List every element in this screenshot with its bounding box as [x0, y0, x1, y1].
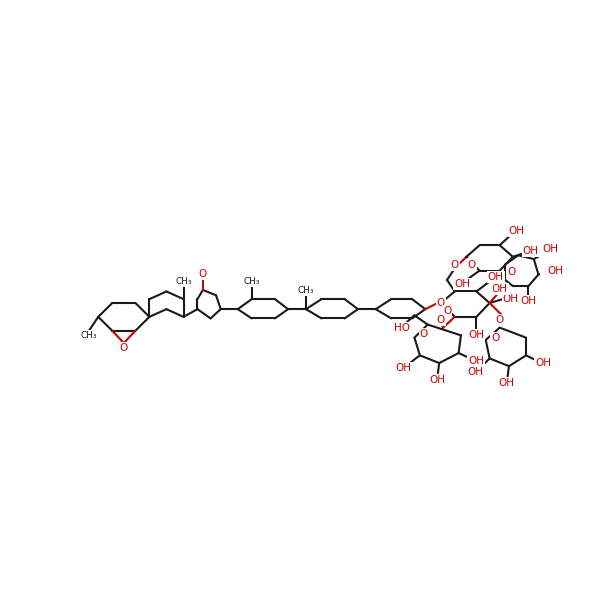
Text: OH: OH: [395, 364, 412, 373]
Text: OH: OH: [455, 279, 470, 289]
Text: O: O: [199, 269, 207, 279]
Text: OH: OH: [535, 358, 551, 368]
Text: O: O: [419, 329, 428, 339]
Text: OH: OH: [469, 331, 484, 340]
Text: OH: OH: [503, 294, 518, 304]
Text: O: O: [437, 315, 445, 325]
Text: HO: HO: [394, 323, 410, 332]
Text: OH: OH: [520, 296, 536, 307]
Text: O: O: [491, 332, 499, 343]
Text: O: O: [443, 306, 451, 316]
Text: OH: OH: [430, 375, 446, 385]
Text: OH: OH: [548, 266, 563, 275]
Text: OH: OH: [492, 284, 508, 294]
Text: OH: OH: [498, 378, 514, 388]
Text: O: O: [507, 267, 515, 277]
Text: OH: OH: [509, 226, 525, 236]
Text: OH: OH: [469, 356, 484, 366]
Text: OH: OH: [467, 367, 483, 377]
Text: O: O: [451, 259, 459, 269]
Text: CH₃: CH₃: [175, 277, 192, 286]
Text: O: O: [467, 259, 476, 269]
Text: O: O: [120, 343, 128, 353]
Text: OH: OH: [488, 272, 504, 282]
Text: O: O: [496, 315, 504, 325]
Text: OH: OH: [543, 244, 559, 254]
Text: OH: OH: [523, 245, 539, 256]
Text: CH₃: CH₃: [298, 286, 314, 295]
Text: CH₃: CH₃: [244, 277, 260, 286]
Text: CH₃: CH₃: [80, 331, 97, 340]
Text: O: O: [437, 298, 445, 308]
